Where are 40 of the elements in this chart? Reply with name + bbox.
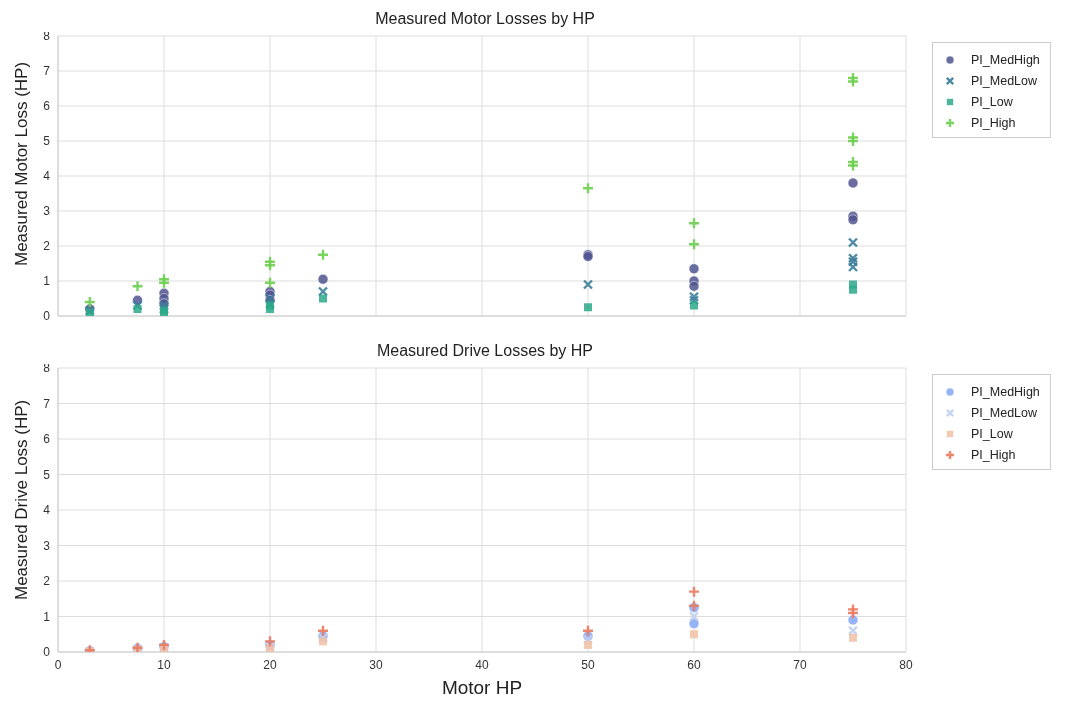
y-tick-label: 2 bbox=[43, 239, 51, 254]
y-tick-label: 6 bbox=[43, 99, 51, 114]
legend-label: PI_MedHigh bbox=[971, 384, 1040, 399]
x-tick-label: 80 bbox=[899, 657, 913, 672]
x-tick-label: 50 bbox=[581, 657, 595, 672]
x-tick-label: 60 bbox=[687, 657, 701, 672]
x-tick-label: 10 bbox=[157, 657, 171, 672]
legend-label: PI_High bbox=[971, 115, 1016, 130]
y-tick-label: 0 bbox=[43, 645, 51, 660]
legend-label: PI_MedLow bbox=[971, 73, 1038, 88]
chart-title: Measured Drive Losses by HP bbox=[375, 342, 595, 360]
legend-label: PI_MedLow bbox=[971, 405, 1038, 420]
x-tick-label: 70 bbox=[793, 657, 807, 672]
x-tick-label: 30 bbox=[369, 657, 383, 672]
y-tick-label: 7 bbox=[43, 64, 51, 79]
y-tick-label: 1 bbox=[43, 274, 51, 289]
y-tick-label: 4 bbox=[43, 169, 51, 184]
y-tick-label: 2 bbox=[43, 574, 51, 589]
y-tick-label: 0 bbox=[43, 309, 51, 324]
y-tick-label: 3 bbox=[43, 538, 51, 553]
y-tick-label: 1 bbox=[43, 609, 51, 624]
legend-label: PI_High bbox=[971, 447, 1016, 462]
y-tick-label: 7 bbox=[43, 396, 51, 411]
x-axis-title: Motor HP bbox=[441, 677, 523, 698]
y-axis-title: Measured Drive Loss (HP) bbox=[12, 399, 32, 600]
y-tick-label: 4 bbox=[43, 503, 51, 518]
y-axis-title: Measured Motor Loss (HP) bbox=[12, 61, 32, 266]
legend-label: PI_MedHigh bbox=[971, 52, 1040, 67]
y-tick-label: 8 bbox=[43, 29, 51, 44]
y-tick-label: 5 bbox=[43, 467, 51, 482]
legend-label: PI_Low bbox=[971, 94, 1013, 109]
y-tick-label: 3 bbox=[43, 204, 51, 219]
legend-label: PI_Low bbox=[971, 426, 1013, 441]
x-tick-label: 20 bbox=[263, 657, 277, 672]
x-tick-label: 0 bbox=[54, 657, 62, 672]
y-tick-label: 5 bbox=[43, 134, 51, 149]
y-tick-label: 6 bbox=[43, 432, 51, 447]
x-tick-label: 40 bbox=[475, 657, 489, 672]
y-tick-label: 8 bbox=[43, 361, 51, 376]
chart-title: Measured Motor Losses by HP bbox=[374, 10, 596, 28]
